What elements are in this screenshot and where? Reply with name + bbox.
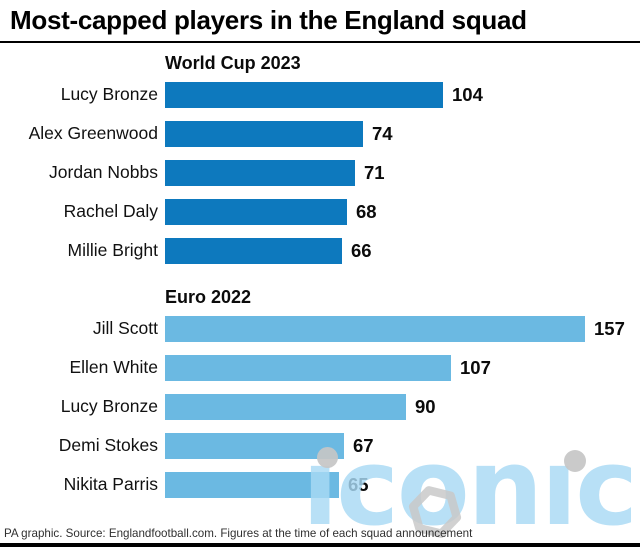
bar-row: Ellen White 107: [0, 348, 640, 387]
bar-row: Rachel Daly 68: [0, 192, 640, 231]
player-label: Jill Scott: [92, 318, 158, 338]
bar-row: Alex Greenwood 74: [0, 114, 640, 153]
bottom-divider: [0, 543, 640, 547]
bar-row: Lucy Bronze 104: [0, 75, 640, 114]
cap-count: 68: [356, 200, 377, 222]
bar-row: Millie Bright 66: [0, 231, 640, 270]
player-label: Millie Bright: [67, 240, 158, 260]
bar-row: Nikita Parris 65: [0, 465, 640, 504]
bar: [165, 159, 355, 186]
title-divider: [0, 41, 640, 43]
cap-count: 104: [452, 83, 483, 105]
player-label: Lucy Bronze: [60, 84, 158, 104]
chart-section: Euro 2022 Jill Scott 157 Ellen White 107 Lucy…: [0, 285, 640, 504]
bar: [165, 81, 443, 108]
chart-title: Most-capped players in the England squad: [10, 5, 527, 35]
section-title: Euro 2022: [165, 287, 252, 307]
player-label: Lucy Bronze: [60, 396, 158, 416]
bar: [165, 393, 406, 420]
cap-count: 90: [415, 395, 436, 417]
cap-count: 157: [594, 317, 625, 339]
player-label: Alex Greenwood: [28, 123, 158, 143]
player-label: Rachel Daly: [63, 201, 158, 221]
cap-count: 67: [353, 434, 374, 456]
bar: [165, 198, 347, 225]
bar: [165, 432, 344, 459]
bar-row: Demi Stokes 67: [0, 426, 640, 465]
source-note: PA graphic. Source: Englandfootball.com.…: [4, 527, 473, 540]
bar: [165, 120, 363, 147]
section-title: World Cup 2023: [165, 53, 301, 73]
bar: [165, 237, 342, 264]
bar: [165, 471, 339, 498]
bar: [165, 315, 585, 342]
cap-count: 107: [460, 356, 491, 378]
bar-row: Jordan Nobbs 71: [0, 153, 640, 192]
player-label: Jordan Nobbs: [49, 162, 158, 182]
cap-count: 65: [348, 473, 369, 495]
player-label: Nikita Parris: [63, 474, 158, 494]
bar: [165, 354, 451, 381]
player-label: Demi Stokes: [58, 435, 158, 455]
chart-section: World Cup 2023 Lucy Bronze 104 Alex Greenwo…: [0, 51, 640, 270]
bar-row: Jill Scott 157: [0, 309, 640, 348]
cap-count: 66: [351, 239, 372, 261]
cap-count: 71: [364, 161, 385, 183]
player-label: Ellen White: [69, 357, 158, 377]
chart-area: World Cup 2023 Lucy Bronze 104 Alex Greenwo…: [0, 51, 640, 504]
bar-row: Lucy Bronze 90: [0, 387, 640, 426]
cap-count: 74: [372, 122, 393, 144]
